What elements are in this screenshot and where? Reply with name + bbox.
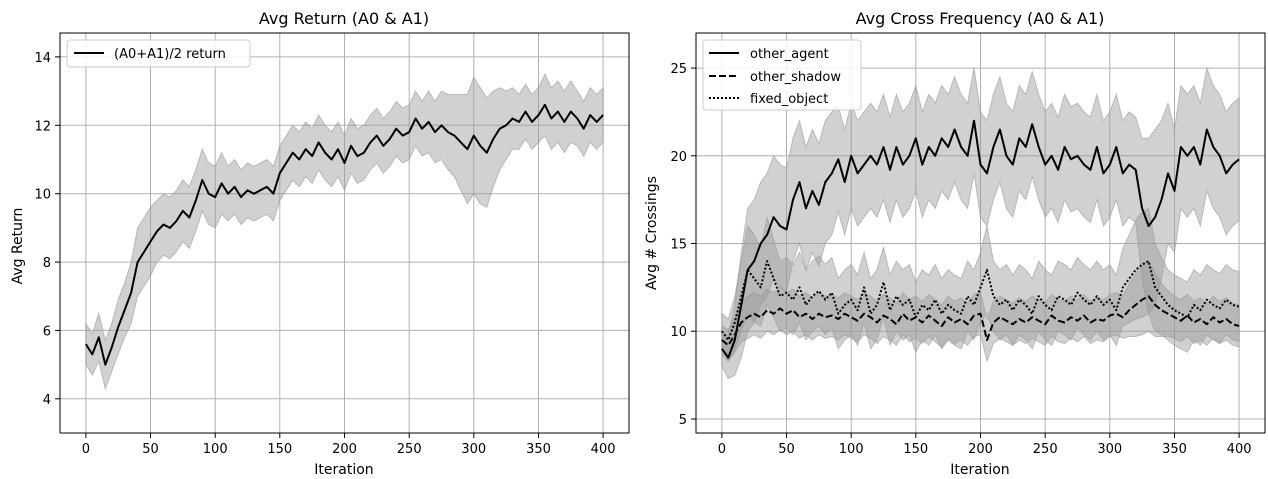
- legend-box: [66, 39, 251, 68]
- x-tick-label: 250: [1033, 442, 1058, 457]
- legend: other_agent other_shadow fixed_object: [702, 39, 862, 111]
- legend-label-fixed-object: fixed_object: [750, 92, 828, 107]
- x-tick-label: 100: [203, 442, 228, 457]
- y-tick-label: 5: [679, 413, 687, 428]
- y-tick-label: 4: [43, 393, 51, 408]
- x-tick-label: 150: [267, 442, 292, 457]
- line-fixed-object: [721, 260, 1240, 341]
- y-tick-label: 15: [670, 238, 687, 253]
- y-tick-label: 8: [43, 256, 51, 271]
- band-fixed-object: [721, 207, 1240, 363]
- chart-title: Avg Return (A0 & A1): [259, 9, 429, 28]
- y-tick-label: 10: [34, 188, 51, 203]
- x-tick-label: 350: [1162, 442, 1187, 457]
- x-tick-label: 200: [968, 442, 993, 457]
- ticks: 0 50 100 150 200 250 300 350 400 5 10 15 20 25: [670, 62, 1251, 457]
- x-tick-label: 350: [526, 442, 551, 457]
- y-tick-label: 10: [670, 325, 687, 340]
- y-axis-label: Avg # Crossings: [644, 176, 660, 290]
- x-tick-label: 300: [1097, 442, 1122, 457]
- x-tick-label: 100: [839, 442, 864, 457]
- legend-box: [702, 39, 862, 111]
- series-lines: [721, 119, 1240, 359]
- x-tick-label: 0: [82, 442, 90, 457]
- legend-label-return: (A0+A1)/2 return: [114, 47, 226, 62]
- y-tick-label: 20: [670, 150, 687, 165]
- chart-title: Avg Cross Frequency (A0 & A1): [856, 9, 1105, 28]
- x-tick-label: 250: [397, 442, 422, 457]
- x-tick-label: 150: [903, 442, 928, 457]
- confidence-bands: [85, 72, 604, 391]
- x-tick-label: 50: [142, 442, 159, 457]
- x-tick-label: 400: [1227, 442, 1252, 457]
- chart-avg-cross-frequency: Avg Cross Frequency (A0 & A1) Iteration …: [644, 9, 1266, 478]
- grid: [696, 33, 1265, 433]
- confidence-bands: [721, 66, 1240, 380]
- x-axis-label: Iteration: [950, 462, 1009, 478]
- y-tick-label: 6: [43, 324, 51, 339]
- ticks: 0 50 100 150 200 250 300 350 400 4 6 8 10 12 14: [34, 51, 615, 457]
- legend-label-other-agent: other_agent: [750, 47, 829, 62]
- band-a0-a1-2-return: [85, 72, 604, 391]
- y-tick-label: 14: [34, 51, 51, 66]
- line-other-shadow: [721, 295, 1240, 347]
- legend-label-other-shadow: other_shadow: [750, 70, 841, 85]
- y-axis-label: Avg Return: [10, 208, 26, 285]
- x-tick-label: 400: [591, 442, 616, 457]
- x-tick-label: 300: [461, 442, 486, 457]
- x-tick-label: 200: [332, 442, 357, 457]
- grid: [60, 33, 629, 433]
- y-tick-label: 12: [34, 119, 51, 134]
- x-axis-label: Iteration: [314, 462, 373, 478]
- series-lines: [85, 103, 604, 366]
- band-other-agent: [721, 66, 1240, 380]
- line-other-agent: [721, 119, 1240, 359]
- chart-avg-return: Avg Return (A0 & A1) Iteration Avg Retur…: [10, 9, 630, 478]
- y-tick-label: 25: [670, 62, 687, 77]
- x-tick-label: 0: [718, 442, 726, 457]
- line-a0-a1-2-return: [85, 103, 604, 366]
- band-other-shadow: [721, 260, 1240, 363]
- legend: (A0+A1)/2 return: [66, 39, 251, 68]
- x-tick-label: 50: [778, 442, 795, 457]
